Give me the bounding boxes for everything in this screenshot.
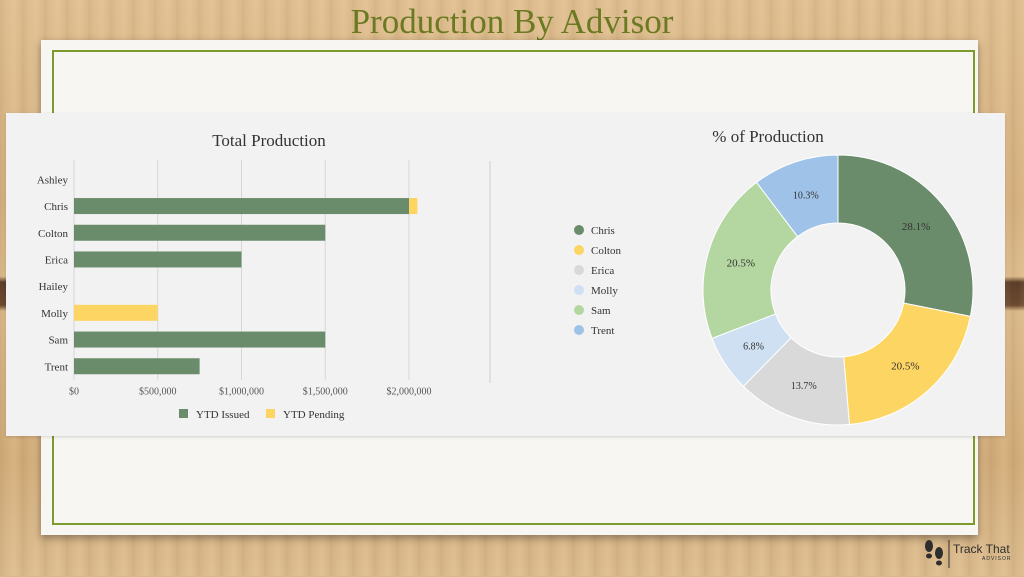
pie-slice-labels: 28.1% 20.5% 13.7% 6.8% 20.5% 10.3% (727, 190, 931, 392)
bar-x-tick-label: $500,000 (139, 387, 177, 398)
slide-title: Production By Advisor (350, 2, 674, 41)
bar-x-tick-label: $1,500,000 (303, 387, 348, 398)
charts-svg: Total Production Ashley Chris Colton Erica H… (37, 127, 974, 426)
bar-issued-trent (74, 358, 200, 375)
pie-legend-marker-chris (574, 225, 584, 235)
pie-legend-marker-molly (574, 285, 584, 295)
pie-legend-label-erica: Erica (591, 265, 614, 277)
pie-legend-label-molly: Molly (591, 285, 618, 297)
footprints-icon (925, 540, 950, 568)
bar-issued-chris (74, 198, 409, 215)
pie-label-erica: 13.7% (791, 381, 817, 392)
pie-legend-marker-erica (574, 265, 584, 275)
bar-category-labels: Ashley Chris Colton Erica Hailey Molly Sam Tren… (37, 174, 69, 373)
bar-x-ticks: $0 $500,000 $1,000,000 $1,500,000 $2,000,000 (69, 387, 432, 398)
pie-label-colton: 20.5% (891, 360, 919, 372)
bar-issued-sam (74, 331, 326, 348)
legend-label-pending: YTD Pending (283, 409, 345, 421)
bar-pending-molly (74, 304, 158, 321)
pie-legend-label-colton: Colton (591, 245, 621, 257)
pie-label-molly: 6.8% (743, 341, 764, 352)
bar-category-label: Chris (44, 201, 68, 213)
pie-legend-label-trent: Trent (591, 325, 614, 337)
bar-marks (74, 198, 418, 375)
bar-issued-colton (74, 224, 326, 241)
bar-x-tick-label: $0 (69, 387, 79, 398)
pie-slice-colton (843, 302, 971, 426)
bar-category-label: Sam (48, 335, 68, 347)
pie-slice-chris (837, 154, 974, 317)
pie-slice-sam (702, 181, 799, 340)
pie-legend-label-sam: Sam (591, 305, 611, 317)
pie-slice-trent (755, 154, 839, 238)
logo-text: Track That (953, 542, 1010, 556)
logo-subtext: ADVISOR (982, 556, 1012, 562)
pie-legend: Chris Colton Erica Molly Sam Trent (574, 225, 621, 337)
pie-label-chris: 28.1% (902, 221, 930, 233)
pie-legend-marker-trent (574, 325, 584, 335)
pie-legend-label-chris: Chris (591, 225, 615, 237)
pie-slices (702, 154, 974, 426)
legend-label-issued: YTD Issued (196, 409, 250, 421)
legend-swatch-issued (179, 409, 188, 418)
bar-legend: YTD Issued YTD Pending (179, 409, 345, 421)
bar-issued-erica (74, 251, 242, 268)
bar-category-label: Erica (45, 254, 68, 266)
bar-category-label: Trent (45, 361, 68, 373)
pie-chart-title: % of Production (712, 127, 824, 146)
pie-label-sam: 20.5% (727, 257, 755, 269)
track-that-advisor-logo: Track That ADVISOR (920, 536, 1020, 572)
pie-label-trent: 10.3% (793, 190, 819, 201)
pie-legend-marker-colton (574, 245, 584, 255)
bar-category-label: Molly (41, 308, 68, 320)
pie-legend-marker-sam (574, 305, 584, 315)
bar-category-label: Colton (38, 228, 68, 240)
bar-x-tick-label: $2,000,000 (387, 387, 432, 398)
bar-category-label: Hailey (39, 281, 69, 293)
bar-x-tick-label: $1,000,000 (219, 387, 264, 398)
legend-swatch-pending (266, 409, 275, 418)
bar-category-label: Ashley (37, 174, 69, 186)
bar-pending-chris (409, 198, 418, 215)
bar-chart-title: Total Production (212, 131, 326, 150)
chart-panel: Total Production Ashley Chris Colton Erica H… (6, 113, 1005, 436)
